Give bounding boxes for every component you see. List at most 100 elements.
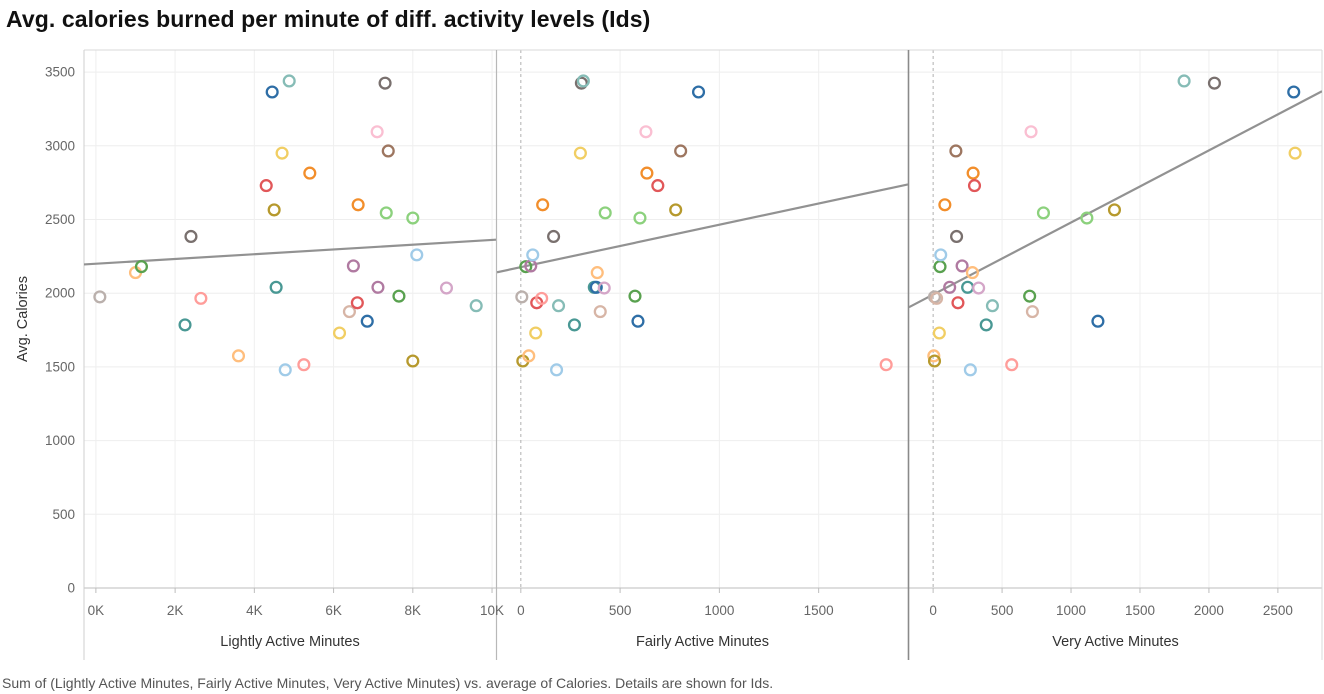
data-point[interactable] [938, 198, 952, 212]
data-point[interactable] [1023, 289, 1037, 303]
data-point[interactable] [410, 248, 424, 262]
data-point[interactable] [1005, 358, 1019, 372]
data-point[interactable] [950, 229, 964, 244]
data-point[interactable] [93, 290, 107, 304]
data-point[interactable] [955, 259, 969, 273]
data-point[interactable] [1177, 74, 1191, 88]
data-point[interactable] [134, 260, 148, 274]
chart-caption: Sum of (Lightly Active Minutes, Fairly A… [2, 675, 774, 691]
data-point[interactable] [469, 299, 483, 313]
data-point[interactable] [930, 291, 944, 305]
data-point[interactable] [985, 299, 999, 313]
data-point[interactable] [529, 326, 543, 340]
data-point[interactable] [879, 358, 893, 372]
data-point[interactable] [949, 144, 963, 158]
data-point[interactable] [589, 280, 603, 294]
data-point[interactable] [522, 349, 536, 363]
data-point[interactable] [979, 318, 993, 332]
x-tick-label: 8K [405, 603, 422, 618]
data-point[interactable] [406, 211, 420, 225]
data-point[interactable] [1024, 125, 1038, 139]
data-point[interactable] [350, 296, 364, 310]
data-point[interactable] [360, 314, 374, 328]
data-point[interactable] [275, 146, 289, 160]
data-point[interactable] [267, 203, 281, 217]
data-point[interactable] [590, 266, 604, 280]
data-point[interactable] [194, 291, 208, 305]
data-point[interactable] [526, 248, 540, 262]
data-point[interactable] [381, 144, 395, 158]
data-point[interactable] [574, 76, 588, 90]
data-point[interactable] [933, 260, 947, 274]
data-point[interactable] [282, 74, 296, 88]
data-point[interactable] [674, 144, 688, 158]
data-point[interactable] [550, 363, 564, 377]
data-point[interactable] [640, 166, 654, 180]
data-point[interactable] [934, 248, 948, 262]
data-point[interactable] [598, 206, 612, 220]
data-point[interactable] [406, 354, 420, 368]
data-point[interactable] [269, 280, 283, 294]
data-point[interactable] [965, 266, 979, 280]
data-point[interactable] [1287, 85, 1301, 99]
data-point[interactable] [951, 296, 965, 310]
data-point[interactable] [371, 280, 385, 294]
data-point[interactable] [972, 281, 986, 295]
data-point[interactable] [1036, 206, 1050, 220]
data-point[interactable] [547, 229, 561, 244]
data-point[interactable] [519, 260, 533, 274]
data-point[interactable] [552, 299, 566, 313]
tick-labels: 0 500 1000 1500 2000 2500 3000 3500 0K 2K 4K 6K 8K 10… [45, 65, 1293, 618]
data-point[interactable] [259, 179, 273, 193]
data-point[interactable] [927, 349, 941, 363]
data-point[interactable] [633, 211, 647, 225]
data-point[interactable] [1107, 203, 1122, 217]
data-point[interactable] [593, 305, 607, 319]
data-point[interactable] [1091, 314, 1105, 328]
data-point[interactable] [303, 166, 317, 180]
data-point[interactable] [966, 166, 980, 180]
y-tick-label: 2500 [45, 212, 75, 227]
data-point[interactable] [567, 318, 581, 332]
data-point[interactable] [392, 289, 406, 303]
data-point[interactable] [573, 146, 587, 160]
data-point[interactable] [651, 179, 665, 193]
data-point[interactable] [278, 363, 292, 377]
data-point[interactable] [963, 363, 977, 377]
data-point[interactable] [927, 354, 942, 368]
data-point[interactable] [332, 326, 347, 340]
data-point[interactable] [184, 229, 198, 244]
x-tick-label: 1500 [804, 603, 834, 618]
data-point[interactable] [536, 198, 550, 212]
data-point[interactable] [346, 259, 360, 273]
data-point[interactable] [351, 198, 365, 212]
data-point[interactable] [631, 314, 645, 328]
data-point[interactable] [439, 281, 454, 295]
data-point[interactable] [961, 280, 975, 294]
data-point[interactable] [342, 305, 356, 319]
data-point[interactable] [1288, 146, 1302, 160]
data-point[interactable] [178, 318, 192, 332]
data-point[interactable] [515, 290, 529, 304]
data-point[interactable] [597, 281, 611, 295]
data-point[interactable] [967, 179, 982, 193]
data-point[interactable] [379, 206, 393, 220]
data-point[interactable] [265, 85, 279, 99]
data-point[interactable] [669, 203, 683, 217]
data-point[interactable] [535, 291, 549, 305]
data-point[interactable] [691, 85, 706, 99]
data-point[interactable] [628, 289, 642, 303]
data-point[interactable] [297, 358, 311, 372]
data-point[interactable] [639, 125, 653, 139]
data-point[interactable] [576, 74, 590, 88]
data-point[interactable] [1025, 305, 1039, 319]
data-point[interactable] [1207, 76, 1221, 90]
data-point[interactable] [943, 280, 957, 294]
data-point[interactable] [370, 125, 384, 139]
data-point[interactable] [1080, 211, 1094, 225]
chart-title: Avg. calories burned per minute of diff.… [6, 6, 651, 32]
data-point[interactable] [932, 326, 946, 340]
data-point[interactable] [378, 76, 392, 90]
x-tick-label: 1000 [704, 603, 734, 618]
data-point[interactable] [231, 349, 246, 363]
